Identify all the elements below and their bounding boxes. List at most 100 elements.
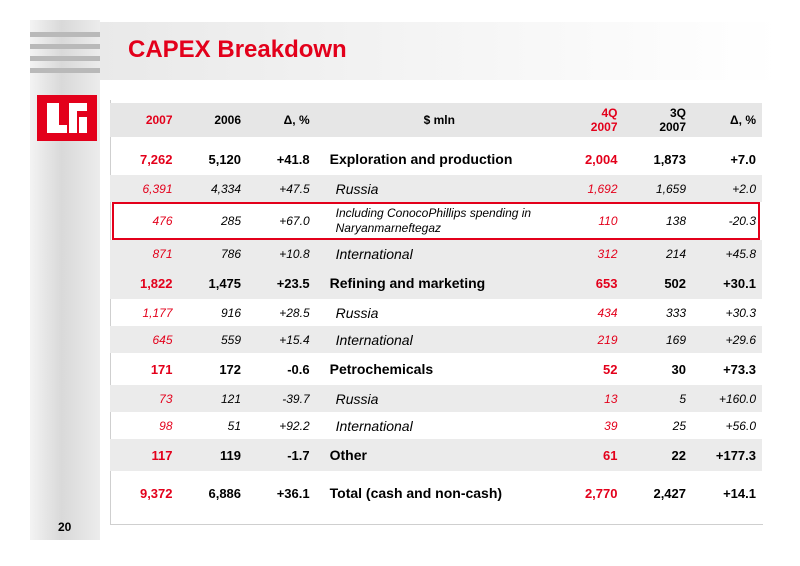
cell-4q: 1,692 [554,175,624,202]
sidebar-stripe [30,56,100,61]
cell-delta-year: +28.5 [279,305,310,320]
col-header-3q-line1: 3Q [670,106,687,120]
cell-label: Other [315,439,555,471]
cell-2007: 476 [152,214,173,228]
col-header-4q-line2: 2007 [590,120,618,134]
cell-3q: 502 [623,267,693,299]
cell-2006: 5,120 [208,151,242,167]
cell-4q: 653 [554,267,624,299]
cell-2006: 6,886 [208,485,242,501]
cell-delta-quarter: +56.0 [725,418,756,433]
cell-2006: 4,334 [178,175,248,202]
cell-2007: 171 [150,361,173,377]
cell-2007: 98 [159,418,173,433]
cell-delta-year: -0.6 [287,361,310,377]
table-row-petrochemicals-russia: 73 121 -39.7 Russia 13 5 +160.0 [110,385,762,412]
cell-3q: 214 [623,240,693,267]
cell-2006: 121 [178,385,248,412]
col-header-2007: 2007 [110,103,179,137]
cell-2007: 1,177 [142,305,173,320]
table-row-other: 117 119 -1.7 Other 61 22 +177.3 [110,439,762,471]
page-title: CAPEX Breakdown [128,36,347,63]
cell-delta-quarter: +2.0 [692,175,762,202]
col-header-3q-2007: 3Q 2007 [623,103,693,137]
table-row-refining: 1,822 1,475 +23.5 Refining and marketing… [110,267,762,299]
cell-label: Exploration and production [329,151,513,167]
sidebar-stripe [30,32,100,37]
col-header-4q-2007: 4Q 2007 [554,103,624,137]
cell-2007: 9,372 [139,485,173,501]
cell-3q: 1,659 [623,175,693,202]
table-row-exploration-russia: 6,391 4,334 +47.5 Russia 1,692 1,659 +2.… [110,175,762,202]
cell-delta-year: +67.0 [279,214,310,228]
table-row-petrochemicals: 171 172 -0.6 Petrochemicals 52 30 +73.3 [110,353,762,385]
cell-2007: 6,391 [110,175,179,202]
cell-2006: 786 [178,240,248,267]
cell-2007: 117 [110,439,179,471]
cell-4q: 52 [603,361,618,377]
cell-label: Russia [315,175,555,202]
cell-delta-year: +92.2 [279,418,310,433]
cell-2006: 1,475 [178,267,248,299]
cell-3q: 2,427 [653,485,687,501]
col-header-3q-line2: 2007 [659,120,687,134]
cell-delta-quarter: -20.3 [728,214,756,228]
cell-delta-year: +15.4 [247,326,316,353]
table-row-total: 9,372 6,886 +36.1 Total (cash and non-ca… [110,477,762,509]
page-number: 20 [58,520,72,534]
cell-delta-quarter: +30.3 [725,305,756,320]
sidebar-stripe [30,68,100,73]
col-header-2006: 2006 [178,103,248,137]
cell-2007: 645 [110,326,179,353]
cell-3q: 169 [623,326,693,353]
cell-4q: 110 [598,214,618,228]
table-row-refining-international: 645 559 +15.4 International 219 169 +29.… [110,326,762,353]
cell-label: Petrochemicals [329,361,434,377]
cell-label: Refining and marketing [315,267,555,299]
cell-delta-quarter: +29.6 [692,326,762,353]
cell-label: Including ConocoPhillips spending in Nar… [335,206,532,235]
cell-3q: 333 [665,305,687,320]
cell-4q: 434 [597,305,618,320]
cell-label: Total (cash and non-cash) [329,485,503,501]
cell-delta-year: -1.7 [247,439,316,471]
cell-4q: 219 [554,326,624,353]
capex-table: 2007 2006 Δ, % $ mln 4Q 2007 3Q 2007 Δ, … [110,103,762,509]
cell-2007: 7,262 [139,151,173,167]
cell-delta-year: +41.8 [276,151,310,167]
header-band [100,22,780,80]
cell-delta-year: +10.8 [247,240,316,267]
cell-3q: 22 [623,439,693,471]
cell-4q: 13 [554,385,624,412]
col-header-4q-line1: 4Q [601,106,618,120]
col-header-unit: $ mln [315,103,555,137]
cell-label: International [315,240,555,267]
cell-3q: 5 [623,385,693,412]
cell-2007: 1,822 [110,267,179,299]
cell-2006: 559 [178,326,248,353]
cell-2006: 916 [221,305,242,320]
table-row-petrochemicals-international: 98 51 +92.2 International 39 25 +56.0 [110,412,762,439]
cell-4q: 312 [554,240,624,267]
cell-delta-year: -39.7 [247,385,316,412]
cell-label: Russia [335,304,379,321]
cell-delta-quarter: +45.8 [692,240,762,267]
cell-label: International [335,417,413,434]
cell-label: Russia [315,385,555,412]
cell-label: International [315,326,555,353]
table-row-exploration-international: 871 786 +10.8 International 312 214 +45.… [110,240,762,267]
cell-delta-year: +36.1 [276,485,310,501]
col-header-delta-year: Δ, % [247,103,316,137]
lukoil-logo-icon [37,95,97,141]
cell-2007: 73 [110,385,179,412]
table-row-exploration: 7,262 5,120 +41.8 Exploration and produc… [110,143,762,175]
table-row-conocophillips: 476 285 +67.0 Including ConocoPhillips s… [110,202,762,240]
cell-4q: 39 [604,418,618,433]
cell-4q: 2,770 [584,485,618,501]
cell-delta-quarter: +73.3 [723,361,756,377]
cell-2006: 119 [178,439,248,471]
table-row-refining-russia: 1,177 916 +28.5 Russia 434 333 +30.3 [110,299,762,326]
cell-delta-quarter: +177.3 [692,439,762,471]
table-header-row: 2007 2006 Δ, % $ mln 4Q 2007 3Q 2007 Δ, … [110,103,762,137]
cell-delta-year: +23.5 [247,267,316,299]
